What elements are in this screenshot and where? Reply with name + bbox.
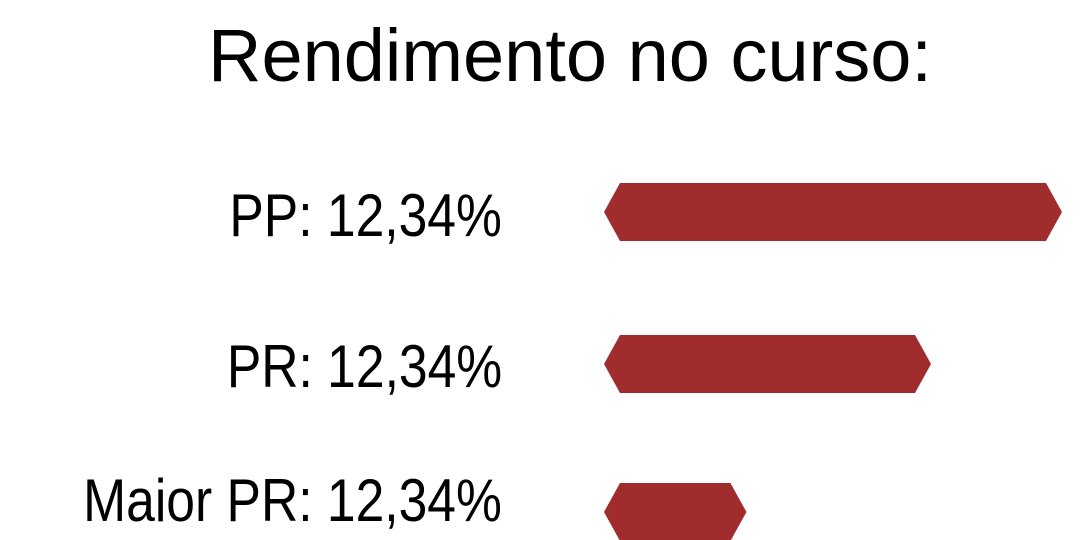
- bar-label-pr: PR: 12,34%: [226, 333, 502, 400]
- bar-pp: [604, 183, 1062, 241]
- bar-label-pp: PP: 12,34%: [229, 182, 502, 249]
- bar-label-maior-pr: Maior PR: 12,34%: [83, 467, 502, 534]
- chart-title: Rendimento no curso:: [208, 14, 932, 97]
- bar-maior-pr: [604, 483, 747, 540]
- bar-pr: [604, 335, 932, 393]
